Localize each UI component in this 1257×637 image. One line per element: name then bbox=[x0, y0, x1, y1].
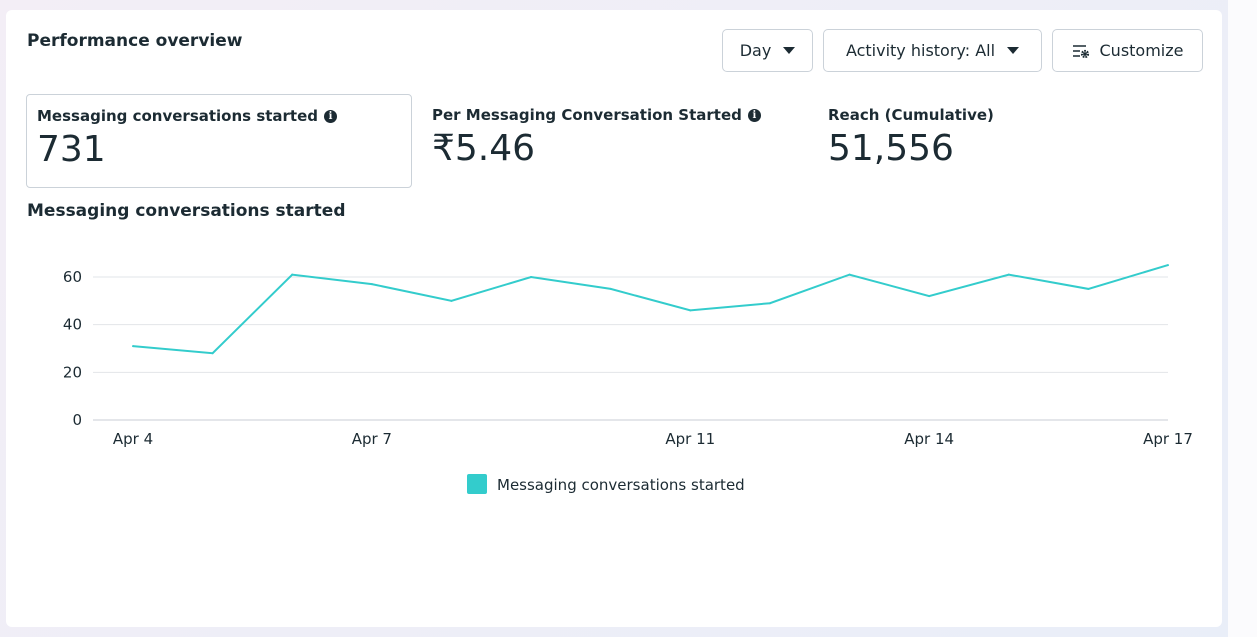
data-point bbox=[1167, 264, 1169, 267]
data-point bbox=[450, 299, 453, 302]
kpi-label: Per Messaging Conversation Started bbox=[432, 106, 742, 124]
kpi-value: 731 bbox=[37, 129, 106, 170]
day-dropdown[interactable]: Day bbox=[722, 29, 813, 72]
caret-down-icon bbox=[783, 47, 796, 54]
customize-button[interactable]: Customize bbox=[1052, 29, 1203, 72]
side-strip bbox=[1228, 0, 1257, 637]
kpi-messaging-conversations[interactable]: Messaging conversations started i 731 bbox=[26, 94, 412, 188]
kpi-label: Messaging conversations started bbox=[37, 107, 319, 125]
kpi-label: Reach (Cumulative) bbox=[828, 106, 994, 124]
performance-card bbox=[6, 10, 1222, 627]
activity-label: Activity history: All bbox=[845, 41, 996, 60]
data-point bbox=[370, 283, 373, 286]
data-point bbox=[609, 287, 612, 290]
legend-label: Messaging conversations started bbox=[497, 476, 745, 494]
x-tick-label: Apr 4 bbox=[113, 430, 153, 448]
info-icon[interactable]: i bbox=[747, 108, 761, 122]
kpi-value: ₹5.46 bbox=[432, 128, 536, 169]
y-tick-label: 20 bbox=[63, 363, 82, 381]
y-tick-label: 0 bbox=[72, 411, 82, 429]
x-tick-label: Apr 17 bbox=[1143, 430, 1193, 448]
data-point bbox=[291, 273, 294, 276]
x-tick-label: Apr 7 bbox=[352, 430, 392, 448]
legend-swatch bbox=[467, 474, 487, 494]
data-point bbox=[1087, 287, 1090, 290]
chart-title: Messaging conversations started bbox=[27, 201, 346, 221]
activity-history-dropdown[interactable]: Activity history: All bbox=[823, 29, 1042, 72]
data-point bbox=[530, 276, 533, 278]
day-label: Day bbox=[739, 41, 772, 60]
y-tick-label: 60 bbox=[63, 268, 82, 286]
data-point bbox=[1007, 273, 1010, 276]
data-point bbox=[689, 309, 692, 312]
caret-down-icon bbox=[1007, 47, 1020, 54]
y-tick-label: 40 bbox=[63, 316, 82, 334]
series-line bbox=[132, 264, 1169, 355]
data-point bbox=[211, 352, 214, 355]
kpi-value: 51,556 bbox=[828, 128, 954, 169]
x-tick-label: Apr 11 bbox=[665, 430, 715, 448]
x-tick-label: Apr 14 bbox=[904, 430, 954, 448]
customize-label: Customize bbox=[1099, 41, 1184, 60]
data-point bbox=[768, 302, 771, 305]
data-point bbox=[928, 295, 931, 298]
customize-settings-icon bbox=[1072, 44, 1089, 58]
data-point bbox=[848, 273, 851, 276]
data-point bbox=[132, 345, 134, 348]
kpi-reach[interactable]: Reach (Cumulative) 51,556 bbox=[818, 94, 1118, 188]
info-icon[interactable]: i bbox=[324, 109, 338, 123]
page-title: Performance overview bbox=[27, 31, 243, 51]
kpi-cost-per-conversation[interactable]: Per Messaging Conversation Started i ₹5.4… bbox=[422, 94, 802, 188]
